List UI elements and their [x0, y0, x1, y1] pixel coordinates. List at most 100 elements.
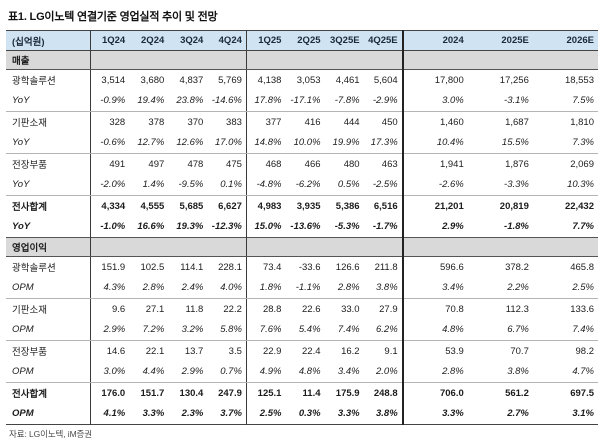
value-cell: 5,604 [373, 74, 398, 86]
value-cell: 17.0% [207, 132, 247, 154]
value-cell: 16.2 [341, 345, 360, 357]
table-row: YoY -0.9% 19.4% 23.8% -14.6% 17.8% -17.1% -7.8%… [6, 90, 598, 112]
value-cell: 0.3% [298, 408, 321, 420]
value-cell: 475 [226, 158, 242, 170]
row-label: YoY [6, 174, 91, 196]
value-cell: 9.6 [111, 303, 126, 315]
value-cell: 13.7 [184, 345, 204, 357]
section-cell [467, 50, 533, 70]
value-cell: 491 [109, 158, 126, 170]
value-cell: 1.8% [245, 277, 286, 299]
section-cell [90, 50, 130, 70]
value-cell: 377 [245, 111, 286, 133]
value-cell: 22.2 [223, 303, 242, 315]
value-cell: 17,256 [499, 74, 529, 86]
value-cell: 10.4% [401, 132, 468, 154]
value-cell: 125.1 [245, 382, 286, 404]
value-cell: 28.8 [245, 298, 286, 320]
value-cell: 383 [226, 116, 242, 128]
value-cell: 706.0 [401, 382, 468, 404]
value-cell: 18,553 [564, 74, 594, 86]
value-cell: 3.3% [401, 403, 468, 425]
column-header: 4Q24 [207, 30, 247, 51]
value-cell: -4.8% [245, 174, 286, 196]
section-cell [285, 237, 325, 257]
value-cell: -17.1% [285, 90, 325, 112]
value-cell: 497 [148, 158, 165, 170]
row-label: 광학솔루션 [6, 69, 91, 91]
section-row: 영업이익 [6, 237, 598, 257]
column-header: 2025E [467, 30, 533, 51]
row-label: OPM [6, 361, 91, 383]
table-row: 전장부품 14.6 22.1 13.7 3.5 22.9 22.4 16.2 9.1 53.9 70… [6, 340, 598, 362]
value-cell: 19.4% [129, 90, 169, 112]
section-cell [245, 237, 286, 257]
value-cell: -3.3% [467, 174, 533, 196]
section-cell [245, 50, 286, 70]
value-cell: 248.8 [373, 387, 398, 399]
row-label: YoY [6, 216, 91, 238]
table-row: OPM 2.9% 7.2% 3.2% 5.8% 7.6% 5.4% 7.4% 6.2% 4.8% 6… [6, 319, 598, 341]
section-cell [467, 237, 533, 257]
value-cell: 3.0% [401, 90, 468, 112]
value-cell: 15.0% [245, 216, 286, 238]
column-header: 3Q25E [324, 30, 364, 51]
value-cell: -12.3% [211, 221, 242, 233]
value-cell: 10.0% [285, 132, 325, 154]
value-cell: 5,386 [335, 200, 360, 212]
value-cell: 4.4% [129, 361, 169, 383]
value-cell: 22.6 [302, 303, 321, 315]
column-header: 2Q24 [129, 30, 169, 51]
value-cell: 22.4 [302, 345, 321, 357]
unit-label: (십억원) [6, 30, 91, 51]
value-cell: 7.2% [129, 319, 169, 341]
row-label: 전사합계 [6, 382, 91, 404]
section-label: 매출 [6, 50, 91, 70]
value-cell: 14.6 [106, 345, 126, 357]
table-row: OPM 4.3% 2.8% 2.4% 4.0% 1.8% -1.1% 2.8% 3.8% 3.4%… [6, 277, 598, 299]
table-title: 표1. LG이노텍 연결기준 영업실적 추이 및 전망 [8, 11, 218, 23]
value-cell: -2.5% [363, 174, 403, 196]
column-header: 2Q25 [285, 30, 325, 51]
value-cell: 5.4% [285, 319, 325, 341]
table-row: YoY -1.0% 16.6% 19.3% -12.3% 15.0% -13.6% -5.3%… [6, 216, 598, 238]
value-cell: 21,201 [401, 195, 468, 217]
column-header: 4Q25E [363, 30, 403, 51]
value-cell: 2.0% [363, 361, 403, 383]
value-cell: -33.6 [298, 261, 321, 273]
value-cell: -2.9% [363, 90, 403, 112]
column-header: 2024 [401, 30, 468, 51]
value-cell: 4,983 [245, 195, 286, 217]
value-cell: 7.4% [532, 319, 598, 341]
section-cell [285, 50, 325, 70]
value-cell: 98.2 [575, 345, 595, 357]
value-cell: 1,876 [505, 158, 529, 170]
value-cell: 4.7% [532, 361, 598, 383]
value-cell: 3.3% [142, 408, 165, 420]
value-cell: 4,138 [245, 69, 286, 91]
value-cell: 33.0 [341, 303, 360, 315]
value-cell: 2.5% [532, 277, 598, 299]
value-cell: 114.1 [180, 261, 204, 273]
value-cell: 4,837 [179, 74, 204, 86]
value-cell: 15.5% [467, 132, 533, 154]
value-cell: 23.8% [168, 90, 208, 112]
row-label: 전장부품 [6, 340, 91, 362]
value-cell: 7.7% [572, 221, 594, 233]
value-cell: -6.2% [285, 174, 325, 196]
value-cell: 4.3% [90, 277, 130, 299]
value-cell: 27.9 [379, 303, 398, 315]
value-cell: 12.6% [168, 132, 208, 154]
section-cell [207, 50, 247, 70]
value-cell: 17.3% [363, 132, 403, 154]
column-header: 3Q24 [168, 30, 208, 51]
value-cell: 3.1% [572, 408, 594, 420]
value-cell: 0.1% [207, 174, 247, 196]
value-cell: 9.1 [384, 345, 398, 357]
value-cell: -3.1% [467, 90, 533, 112]
value-cell: 2.9% [401, 216, 468, 238]
value-cell: 53.9 [401, 340, 468, 362]
value-cell: 3.7% [220, 408, 242, 420]
value-cell: 4.8% [401, 319, 468, 341]
